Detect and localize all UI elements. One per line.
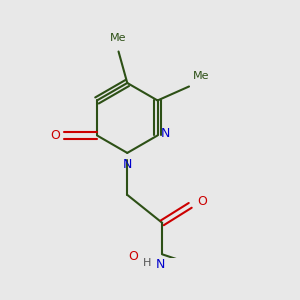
- Text: O: O: [129, 250, 139, 263]
- Text: O: O: [50, 129, 60, 142]
- Text: O: O: [197, 195, 207, 208]
- Text: N: N: [156, 258, 165, 271]
- Text: Me: Me: [193, 71, 209, 81]
- Text: N: N: [161, 127, 170, 140]
- Text: N: N: [123, 158, 132, 171]
- Text: Me: Me: [110, 33, 127, 43]
- Text: H: H: [143, 258, 152, 268]
